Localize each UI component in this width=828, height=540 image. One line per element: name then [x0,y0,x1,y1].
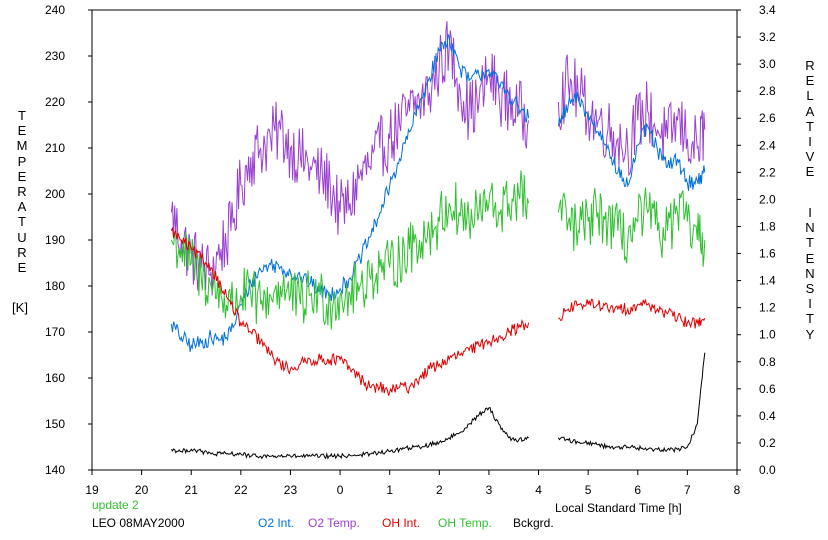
legend-oh-temp: OH Temp. [438,516,492,530]
right-tick-label: 2.4 [759,138,776,152]
axis-title-letter: E [17,168,27,184]
right-tick-label: 1.8 [759,219,776,233]
axis-title-letter: E [805,250,815,266]
axis-title-letter: I [808,133,812,149]
axis-title-letter: R [17,183,27,199]
left-tick-label: 170 [45,325,65,339]
left-tick-label: 140 [45,463,65,477]
axis-title-letter: Y [805,326,815,342]
axis-title-letter: N [805,265,815,281]
legend-bckgrd: Bckgrd. [513,516,554,530]
axis-title-letter: R [805,58,815,73]
x-tick-label: 22 [234,483,248,497]
x-tick-label: 6 [634,483,641,497]
series-o2-int [170,32,706,352]
series-o2-temp [170,21,706,296]
axis-title-letter: V [805,149,815,165]
right-tick-label: 1.4 [759,274,776,288]
right-tick-label: 2.6 [759,111,776,125]
series-oh-int [170,227,706,396]
axis-title-letter: T [18,214,26,230]
left-tick-label: 230 [45,49,65,63]
axis-title-letter: E [17,259,27,275]
x-tick-label: 7 [684,483,691,497]
axis-title-letter: E [17,123,27,139]
right-tick-label: 0.2 [759,436,776,450]
x-tick-label: 21 [185,483,199,497]
x-axis-label: Local Standard Time [h] [555,501,682,515]
left-tick-label: 220 [45,95,65,109]
right-tick-label: 2.8 [759,84,776,98]
x-tick-label: 4 [535,483,542,497]
axis-title-letter: T [806,118,814,134]
axis-title-letter: N [805,220,815,236]
left-tick-label: 190 [45,233,65,247]
station-annotation: LEO 08MAY2000 [92,516,185,530]
axis-title-letter: E [805,73,815,89]
update-annotation: update 2 [92,498,139,512]
x-tick-label: 8 [734,483,741,497]
x-tick-label: 5 [585,483,592,497]
axis-title-letter: T [806,311,814,327]
x-tick-label: 2 [436,483,443,497]
right-tick-label: 2.2 [759,165,776,179]
axis-title-letter: I [808,296,812,312]
left-tick-label: 160 [45,371,65,385]
axis-title-letter: M [16,138,28,154]
left-tick-label: 240 [45,3,65,17]
right-tick-label: 1.6 [759,247,776,261]
right-tick-label: 1.0 [759,328,776,342]
axis-title-letter: A [17,199,27,215]
legend-oh-int: OH Int. [382,516,421,530]
axis-title-letter: P [17,153,27,169]
right-tick-label: 3.4 [759,3,776,17]
x-tick-label: 3 [486,483,493,497]
right-tick-label: 0.6 [759,382,776,396]
axis-title-letter: U [17,229,27,245]
right-tick-label: 0.0 [759,463,776,477]
axis-title-letter: A [805,103,815,119]
x-tick-label: 0 [337,483,344,497]
axis-title-letter: L [806,88,814,104]
legend-o2-int: O2 Int. [258,516,295,530]
right-tick-label: 0.8 [759,355,776,369]
left-axis-unit: [K] [12,300,28,315]
legend-o2-temp: O2 Temp. [308,516,360,530]
axis-title-letter: I [808,205,812,220]
axis-title-letter: E [805,164,815,180]
left-tick-label: 210 [45,141,65,155]
axis-title-letter: T [18,108,26,123]
x-tick-label: 20 [135,483,149,497]
axis-title-letter: T [806,235,814,251]
left-tick-label: 150 [45,417,65,431]
right-tick-label: 1.2 [759,301,776,315]
axis-title-letter: S [805,280,815,296]
axis-title-letter: R [17,244,27,260]
series-bckgrd [170,352,706,460]
right-tick-label: 3.2 [759,30,776,44]
x-tick-label: 1 [386,483,393,497]
left-tick-label: 180 [45,279,65,293]
right-tick-label: 0.4 [759,409,776,423]
x-tick-label: 23 [284,483,298,497]
left-tick-label: 200 [45,187,65,201]
right-tick-label: 2.0 [759,192,776,206]
right-tick-label: 3.0 [759,57,776,71]
x-tick-label: 19 [85,483,99,497]
